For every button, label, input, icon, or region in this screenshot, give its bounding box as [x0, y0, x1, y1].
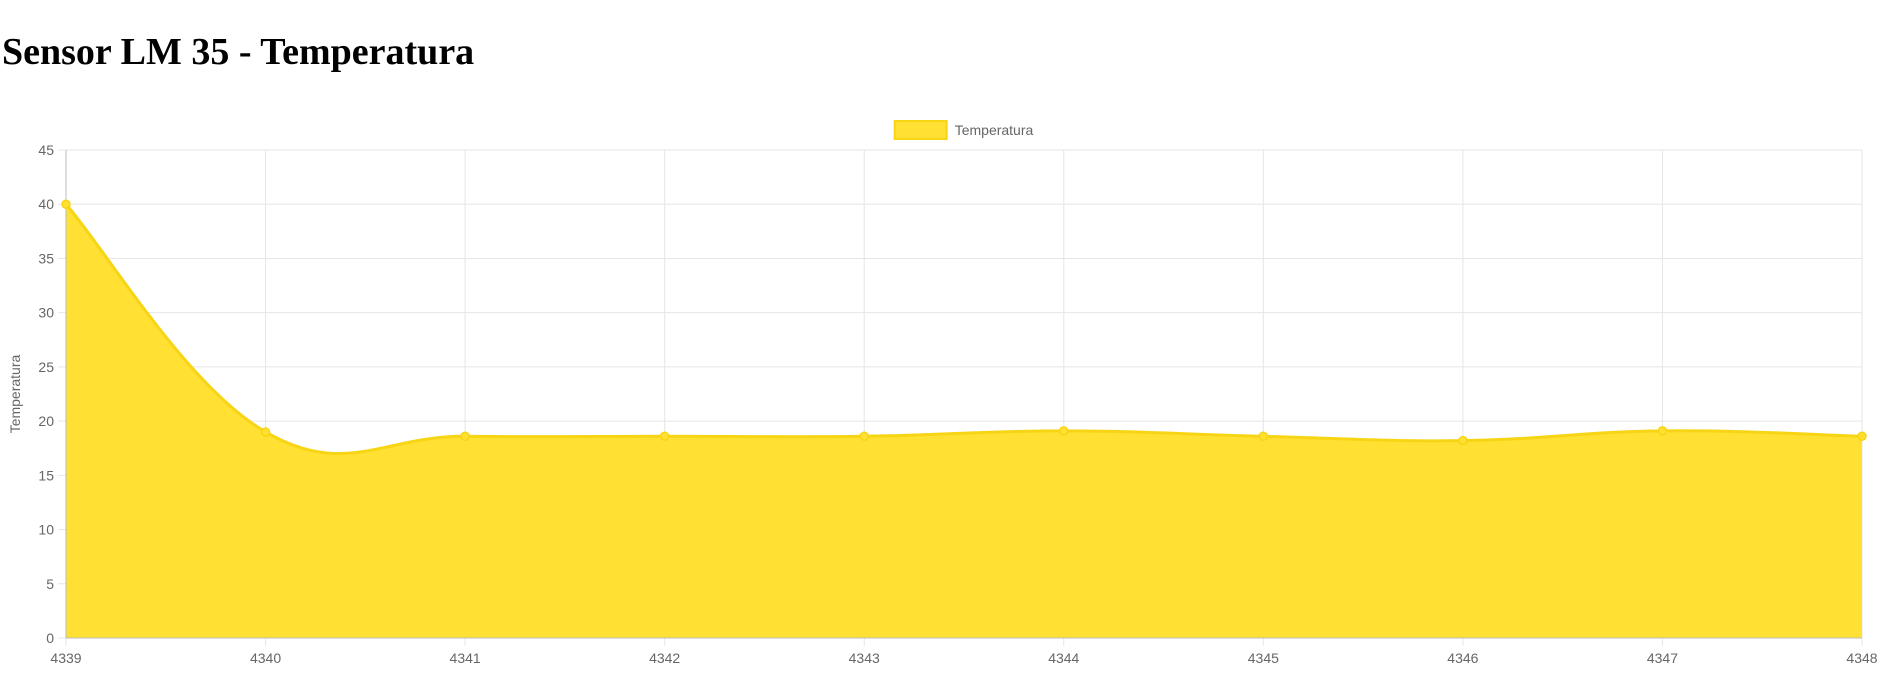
x-tick-label: 4346: [1447, 650, 1478, 666]
x-tick-label: 4343: [849, 650, 880, 666]
data-point: [1258, 431, 1269, 442]
series-points: [61, 199, 1867, 446]
x-tick-label: 4345: [1248, 650, 1279, 666]
data-point: [61, 199, 71, 209]
legend[interactable]: Temperatura: [893, 120, 1034, 140]
legend-label[interactable]: Temperatura: [955, 122, 1034, 138]
y-axis-title: Temperatura: [7, 354, 23, 433]
y-tick-label: 25: [38, 359, 54, 375]
x-tick-label: 4347: [1647, 650, 1678, 666]
x-tick-label: 4341: [450, 650, 481, 666]
series-area-fill: [66, 204, 1862, 638]
y-tick-label: 45: [38, 142, 54, 158]
data-point: [1458, 435, 1468, 446]
data-point: [460, 431, 470, 442]
y-tick-label: 40: [38, 196, 54, 212]
data-point: [260, 427, 271, 437]
y-tick-label: 30: [38, 305, 54, 321]
data-point: [1657, 426, 1668, 436]
x-tick-label: 4344: [1048, 650, 1079, 666]
y-tick-label: 0: [46, 630, 54, 646]
series-line: [64, 203, 1863, 455]
series-area: [64, 203, 1863, 638]
page-title: Sensor LM 35 - Temperatura: [2, 31, 475, 73]
y-tick-label: 20: [38, 413, 54, 429]
axes: 0 5 10 15 20 25 30 35 40 45 4339 4340 4341 4342 4343 43…: [38, 142, 1877, 666]
data-point: [859, 431, 869, 442]
x-tick-label: 4342: [649, 650, 680, 666]
x-tick-label: 4339: [50, 650, 81, 666]
legend-swatch[interactable]: [893, 120, 948, 140]
x-tick-label: 4348: [1846, 650, 1877, 666]
y-tick-label: 35: [38, 250, 54, 266]
y-tick-label: 15: [38, 467, 54, 483]
data-point: [1059, 426, 1069, 436]
y-tick-label: 10: [38, 522, 54, 538]
data-point: [659, 431, 670, 442]
y-tick-label: 5: [46, 576, 54, 592]
data-point: [1857, 431, 1867, 442]
x-tick-label: 4340: [250, 650, 281, 666]
